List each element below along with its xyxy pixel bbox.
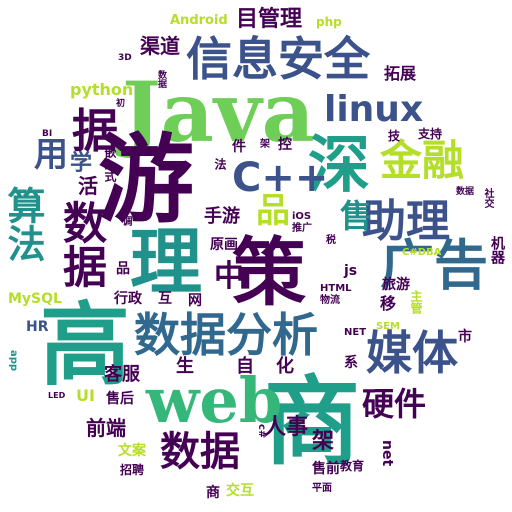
word-sheng: 生: [176, 358, 194, 376]
word-jian: 件: [232, 140, 246, 154]
word-mu-guanli: 目管理: [236, 8, 302, 30]
word-csharp: c#: [256, 424, 266, 438]
word-python: python: [70, 82, 133, 98]
word-pin-small: 品: [116, 262, 130, 276]
word-hr: HR: [26, 320, 49, 334]
word-shejiao: 社交: [482, 188, 492, 208]
word-jiaoyu: 教育: [340, 460, 364, 472]
word-wuliu: 物流: [320, 296, 340, 306]
word-zi: 自: [236, 358, 254, 376]
word-yong: 用: [34, 138, 68, 172]
word-tuiguang: 推广: [292, 224, 312, 234]
word-xinxi-anquan: 信息安全: [186, 36, 370, 82]
word-lvyou: 旅游: [382, 278, 410, 292]
word-xi: 系: [344, 356, 358, 370]
word-3d: 3D: [118, 54, 132, 63]
word-hu: 互: [158, 292, 172, 306]
word-zhichi: 支持: [418, 128, 442, 140]
word-pingmian: 平面: [312, 484, 332, 494]
word-zhong: 中: [214, 262, 244, 292]
word-fa: 法: [214, 158, 226, 170]
word-ios: iOS: [292, 212, 311, 222]
word-jinrong: 金融: [380, 140, 464, 182]
word-yingjian: 硬件: [362, 388, 426, 420]
word-shuju-left: 数据: [58, 200, 102, 288]
word-zhuli: 助理: [362, 200, 450, 244]
word-jiaohu: 交互: [226, 484, 254, 498]
word-shi: 市: [458, 330, 472, 344]
word-hua: 化: [276, 358, 294, 376]
word-kong: 控: [278, 138, 292, 152]
word-shang-small: 商: [206, 486, 220, 500]
word-sem: SEM: [376, 322, 400, 332]
word-shouqian: 售前: [312, 462, 340, 476]
word-net-upper: NET: [344, 328, 366, 338]
word-qianrushi: 嵌入式: [104, 146, 116, 182]
word-qianduan: 前端: [86, 418, 126, 438]
word-yi: 移: [380, 296, 396, 312]
word-shui: 税: [326, 236, 336, 246]
word-jia-small: 架: [260, 140, 270, 150]
word-shuju-fenxi: 数据分析: [134, 312, 318, 358]
word-cs-dba: C#DBA: [402, 248, 441, 258]
word-php: php: [316, 16, 342, 28]
word-xingzheng: 行政: [114, 292, 142, 306]
word-huo: 活: [78, 176, 98, 196]
word-android: Android: [170, 14, 228, 27]
word-yuanhua: 原画: [210, 238, 238, 252]
word-linux: linux: [324, 92, 423, 128]
word-js: js: [344, 264, 357, 278]
word-qudao: 渠道: [140, 36, 180, 56]
word-shouyou: 手游: [204, 208, 240, 226]
word-ji: 技: [388, 130, 400, 142]
word-meiti: 媒体: [366, 330, 458, 376]
word-zhuguan: 主管: [410, 290, 422, 314]
word-jiqi: 机器: [490, 236, 504, 264]
word-mysql: MySQL: [8, 292, 62, 306]
word-tiao: 调: [120, 216, 130, 226]
word-wenan: 文案: [118, 444, 146, 458]
word-shuju-bottom: 数据: [160, 432, 240, 472]
word-wang: 网: [188, 294, 202, 308]
word-app: app: [8, 350, 18, 371]
word-web: web: [146, 370, 282, 432]
word-html: HTML: [320, 284, 352, 294]
word-net-lower: net: [380, 440, 394, 466]
word-suanfa: 算法: [4, 186, 42, 262]
word-xue: 学: [70, 152, 92, 174]
word-pin: 品: [256, 194, 290, 228]
word-renshi: 人事: [264, 416, 308, 438]
word-zhaopin: 招聘: [120, 464, 144, 476]
word-li: 理: [130, 226, 202, 298]
word-shou: 售: [340, 200, 372, 232]
word-shouhou: 售后: [106, 392, 134, 406]
word-chu: 初: [116, 100, 125, 109]
word-kefu: 客服: [104, 366, 140, 384]
word-tuozhan: 拓展: [384, 66, 416, 82]
word-jia: 架: [312, 430, 334, 452]
word-shuju-tiny: 数据: [156, 70, 165, 88]
word-shuju-small: 数据: [456, 188, 474, 197]
word-led: LED: [48, 392, 65, 400]
word-bi: BI: [42, 130, 52, 139]
word-ui: UI: [76, 388, 95, 404]
